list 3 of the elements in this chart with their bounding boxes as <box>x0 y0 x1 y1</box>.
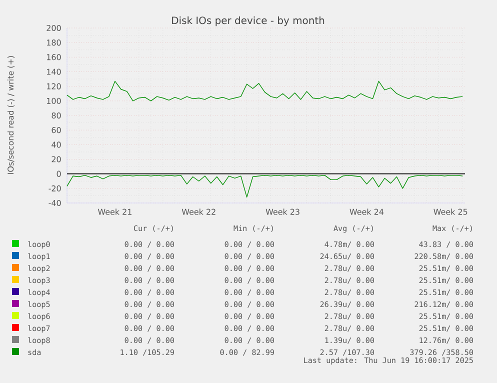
chart-title: Disk IOs per device - by month <box>172 16 324 26</box>
line-series <box>66 80 463 102</box>
line-series <box>66 174 463 198</box>
